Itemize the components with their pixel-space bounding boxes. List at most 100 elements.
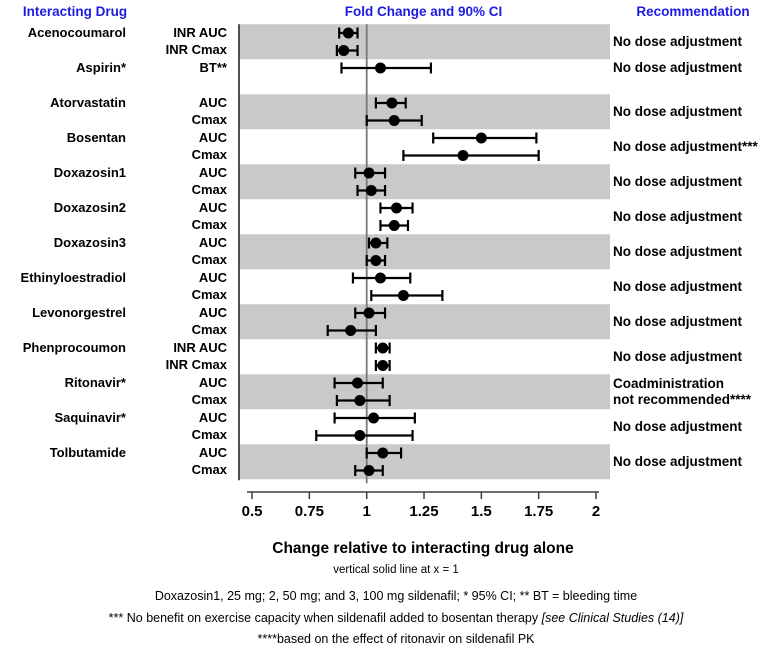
recommendation-text: No dose adjustment: [613, 419, 743, 434]
x-tick-label: 1.75: [524, 503, 554, 520]
point-estimate-dot: [363, 307, 375, 319]
point-estimate-dot: [377, 447, 389, 459]
recommendation-text: No dose adjustment: [613, 279, 743, 294]
x-tick-label: 1.5: [470, 503, 492, 520]
column-header-fold-change: Fold Change and 90% CI: [344, 4, 503, 19]
point-estimate-dot: [377, 360, 389, 371]
x-tick-label: 1.25: [409, 503, 439, 520]
point-estimate-dot: [345, 325, 357, 336]
metric-label: Cmax: [191, 427, 227, 442]
drug-name-label: Phenprocoumon: [22, 339, 126, 355]
metric-label: AUC: [198, 199, 227, 215]
recommendation-text: No dose adjustment: [613, 104, 743, 119]
metric-label: Cmax: [191, 112, 227, 127]
x-axis-title: Change relative to interacting drug alon…: [272, 540, 574, 557]
recommendation-text: No dose adjustment: [613, 244, 743, 259]
metric-label: AUC: [198, 269, 227, 285]
metric-label: INR Cmax: [165, 357, 227, 372]
point-estimate-dot: [354, 395, 366, 406]
footnote-bosentan: *** No benefit on exercise capacity when…: [40, 611, 752, 625]
metric-label: Cmax: [191, 392, 227, 407]
x-tick-label: 0.75: [294, 503, 324, 520]
recommendation-text: No dose adjustment: [613, 454, 743, 469]
metric-label: Cmax: [191, 322, 227, 337]
metric-label: INR Cmax: [165, 42, 227, 57]
point-estimate-dot: [388, 115, 400, 126]
shaded-band: [239, 444, 610, 480]
point-estimate-dot: [374, 62, 386, 74]
metric-label: Cmax: [191, 182, 227, 197]
recommendation-text: No dose adjustment: [613, 60, 743, 76]
point-estimate-dot: [365, 185, 377, 196]
footnote-bosentan-text: *** No benefit on exercise capacity when…: [108, 611, 542, 625]
point-estimate-dot: [475, 132, 487, 144]
point-estimate-dot: [368, 412, 380, 424]
point-estimate-dot: [397, 290, 409, 301]
metric-label: AUC: [198, 94, 227, 110]
metric-label: Cmax: [191, 147, 227, 162]
point-estimate-dot: [370, 237, 382, 249]
recommendation-text: No dose adjustment: [613, 34, 743, 49]
point-estimate-dot: [363, 167, 375, 179]
shaded-band: [239, 94, 610, 130]
metric-label: Cmax: [191, 462, 227, 477]
footnote-reference-line: vertical solid line at x = 1: [333, 564, 459, 576]
shaded-band: [239, 234, 610, 270]
metric-label: Cmax: [191, 287, 227, 302]
recommendation-text: No dose adjustment***: [613, 139, 758, 154]
metric-label: AUC: [198, 129, 227, 145]
drug-name-label: Bosentan: [66, 129, 126, 145]
drug-name-label: Aspirin*: [76, 59, 126, 75]
drug-name-label: Ritonavir*: [64, 374, 126, 390]
footnote-ritonavir: ****based on the effect of ritonavir on …: [257, 632, 535, 646]
point-estimate-dot: [377, 342, 389, 354]
column-header-recommendation: Recommendation: [636, 4, 750, 19]
point-estimate-dot: [388, 220, 400, 231]
footnote-bosentan-see-clinical-studies: [see Clinical Studies (14)]: [541, 611, 684, 625]
x-tick-label: 2: [591, 503, 601, 520]
metric-label: AUC: [198, 444, 227, 460]
metric-label: AUC: [198, 164, 227, 180]
drug-name-label: Acenocoumarol: [27, 24, 126, 40]
point-estimate-dot: [354, 430, 366, 441]
point-estimate-dot: [386, 97, 398, 109]
shaded-band: [239, 24, 610, 60]
recommendation-text: No dose adjustment: [613, 314, 743, 329]
shaded-band: [239, 164, 610, 200]
point-estimate-dot: [338, 45, 350, 56]
drug-name-label: Ethinyloestradiol: [20, 269, 126, 285]
recommendation-text: Coadministration not recommended****: [613, 375, 752, 408]
metric-label: AUC: [198, 234, 227, 250]
point-estimate-dot: [342, 27, 354, 39]
footnote-doses: Doxazosin1, 25 mg; 2, 50 mg; and 3, 100 …: [154, 589, 638, 603]
point-estimate-dot: [457, 150, 469, 161]
metric-label: Cmax: [191, 252, 227, 267]
metric-label: BT**: [199, 59, 227, 75]
drug-name-label: Doxazosin3: [53, 234, 126, 250]
point-estimate-dot: [352, 377, 364, 389]
x-tick-label: 1: [362, 503, 371, 520]
shaded-band: [239, 374, 610, 410]
drug-name-label: Doxazosin1: [53, 164, 126, 180]
metric-label: Cmax: [191, 217, 227, 232]
metric-label: AUC: [198, 374, 227, 390]
point-estimate-dot: [374, 272, 386, 284]
drug-name-label: Levonorgestrel: [32, 304, 126, 320]
metric-label: INR AUC: [173, 339, 227, 355]
drug-name-label: Atorvastatin: [50, 94, 126, 110]
metric-label: INR AUC: [173, 24, 227, 40]
point-estimate-dot: [363, 465, 375, 476]
metric-label: AUC: [198, 304, 227, 320]
recommendation-text: No dose adjustment: [613, 174, 743, 189]
recommendation-text: No dose adjustment: [613, 349, 743, 364]
column-header-interacting-drug: Interacting Drug: [22, 4, 128, 19]
point-estimate-dot: [391, 202, 403, 214]
drug-name-label: Saquinavir*: [54, 409, 126, 425]
drug-name-label: Doxazosin2: [53, 199, 126, 215]
metric-label: AUC: [198, 409, 227, 425]
x-tick-label: 0.5: [241, 503, 263, 520]
recommendation-text: No dose adjustment: [613, 209, 743, 224]
shaded-band: [239, 304, 610, 340]
